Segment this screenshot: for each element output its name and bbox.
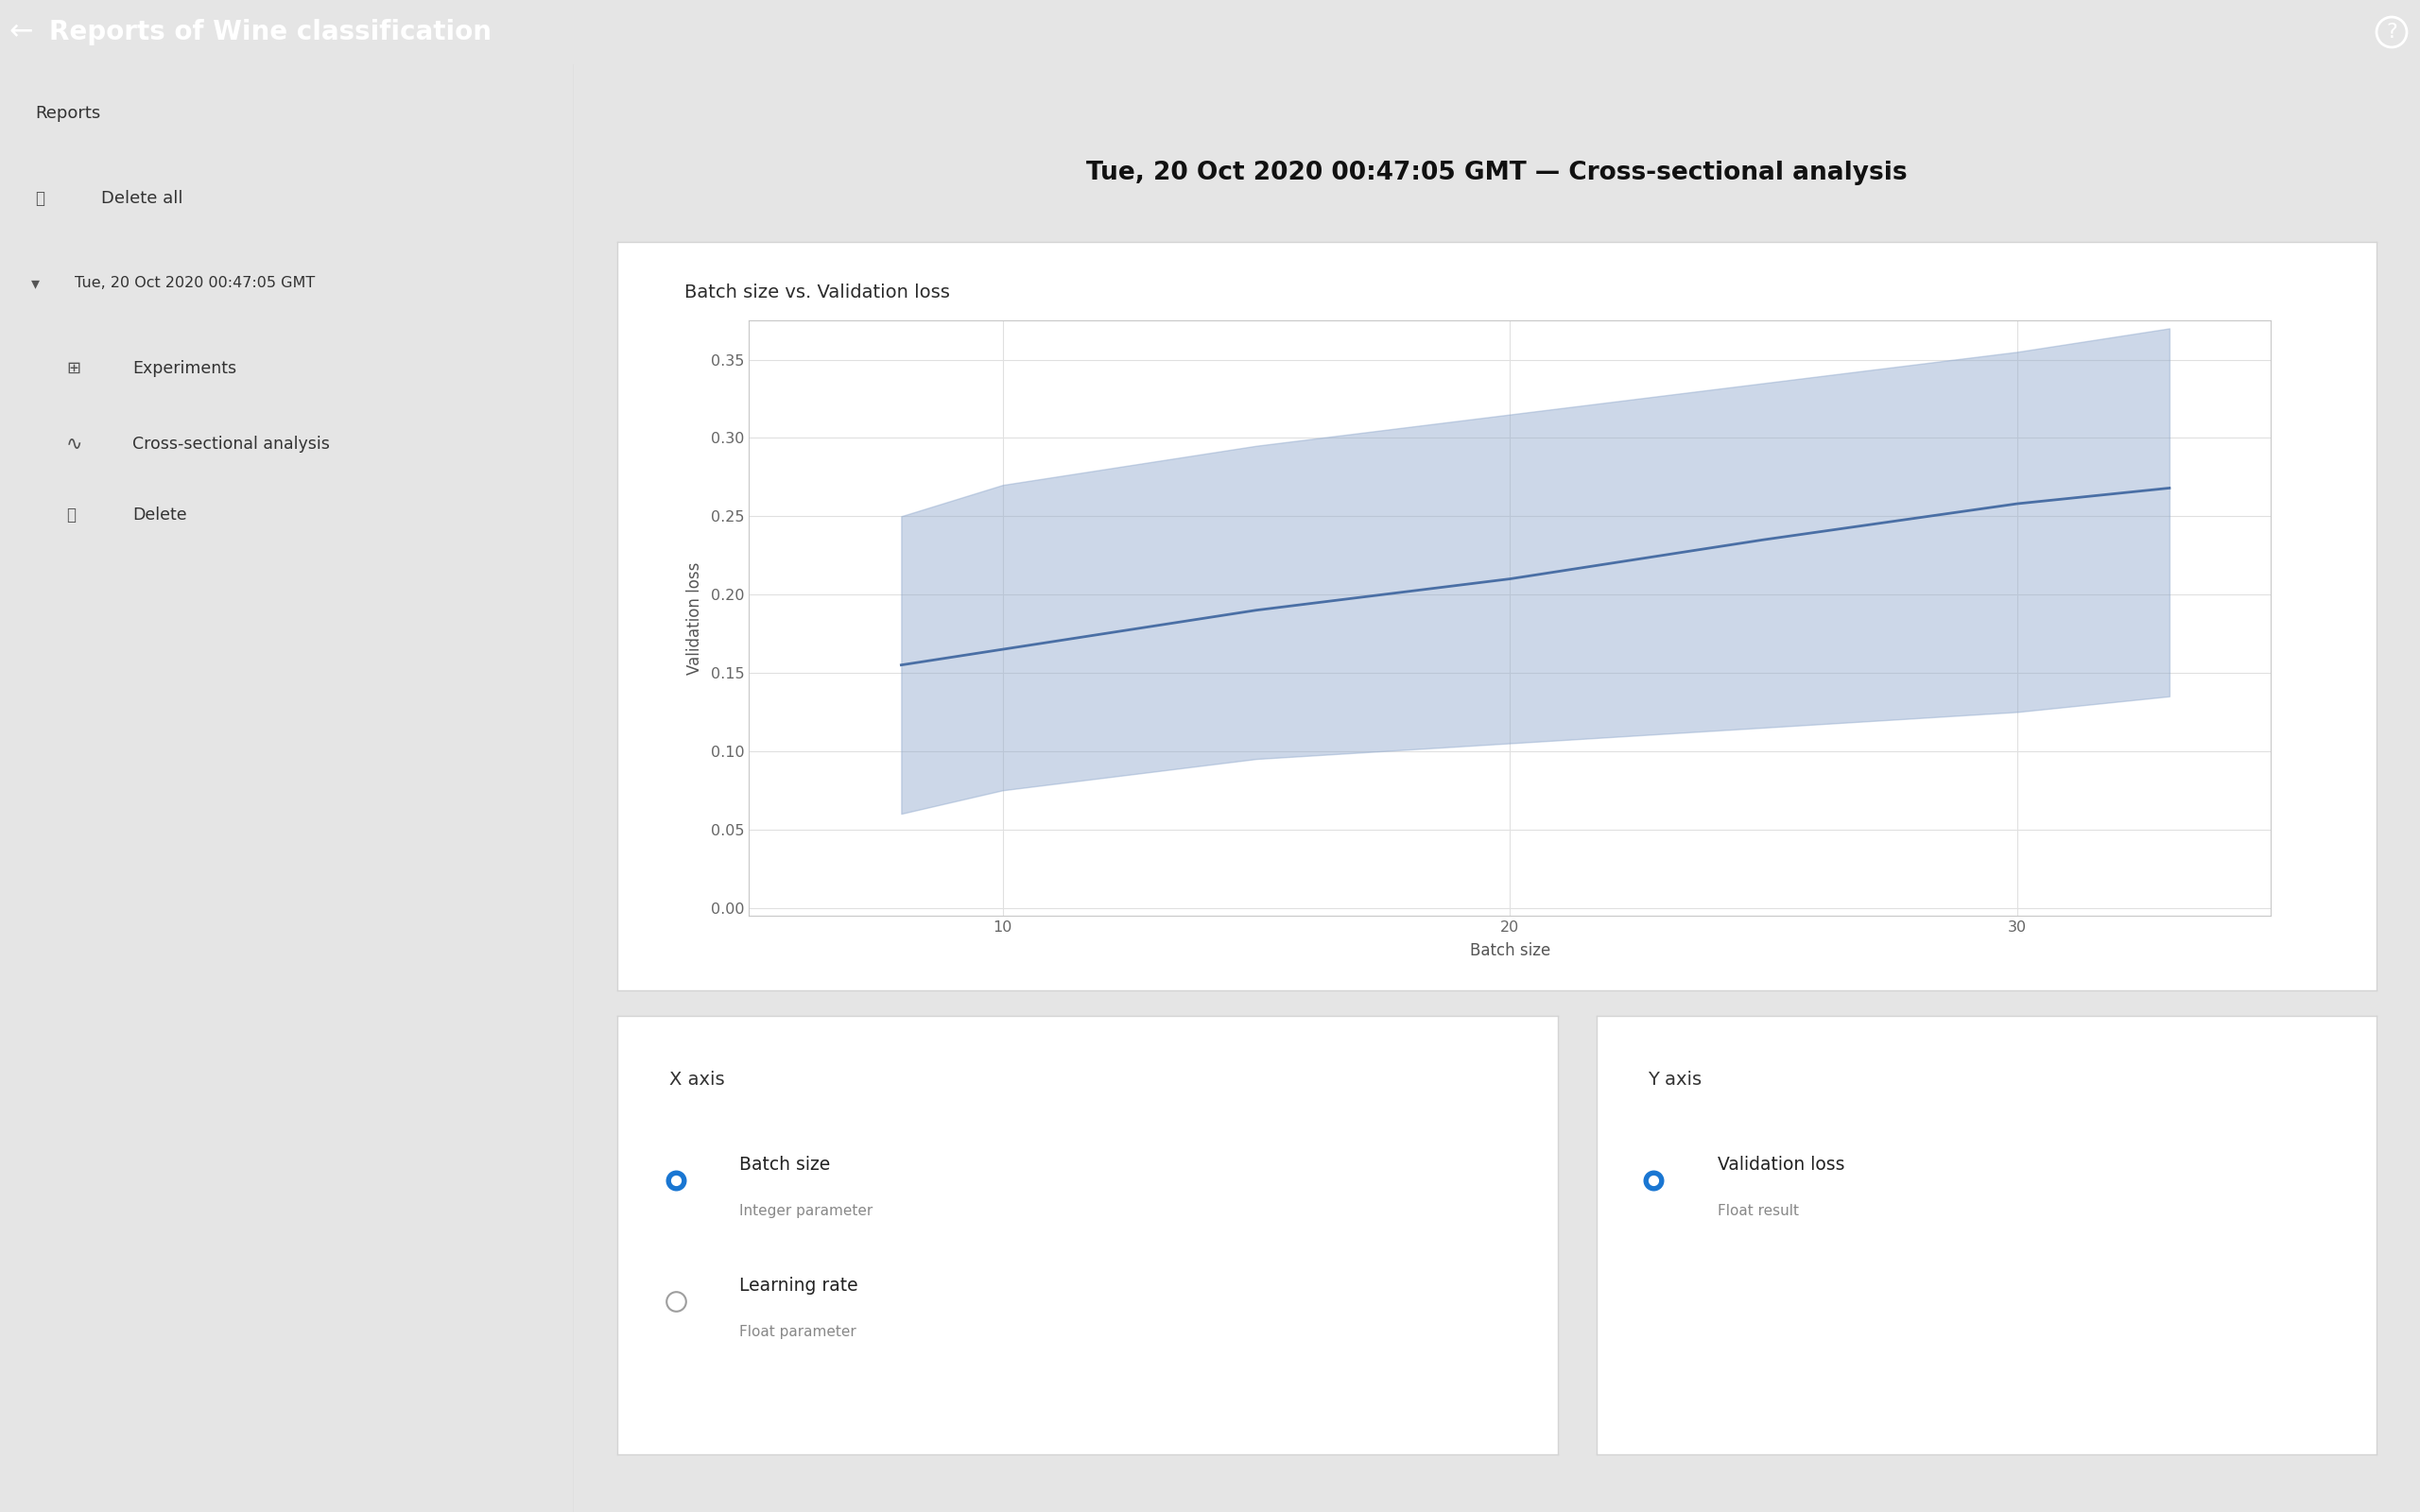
Text: Integer parameter: Integer parameter [741, 1204, 874, 1219]
Point [656, 1169, 695, 1193]
X-axis label: Batch size: Batch size [1469, 942, 1551, 959]
Text: ?: ? [2386, 23, 2398, 41]
Point [656, 1169, 695, 1193]
Text: ←: ← [10, 18, 34, 45]
Text: X axis: X axis [668, 1070, 724, 1089]
Text: Tue, 20 Oct 2020 00:47:05 GMT: Tue, 20 Oct 2020 00:47:05 GMT [75, 277, 315, 290]
Text: ∿: ∿ [65, 435, 82, 454]
Y-axis label: Validation loss: Validation loss [685, 561, 702, 674]
Text: Y axis: Y axis [1648, 1070, 1701, 1089]
Text: Batch size: Batch size [741, 1157, 830, 1175]
Text: Float result: Float result [1718, 1204, 1798, 1219]
Text: Reports of Wine classification: Reports of Wine classification [48, 18, 491, 45]
Text: 🗑: 🗑 [65, 507, 75, 523]
Text: Reports: Reports [36, 104, 102, 122]
Text: Delete: Delete [133, 507, 186, 523]
Text: DOWNLOAD AS...: DOWNLOAD AS... [1118, 257, 1249, 271]
Text: ▾: ▾ [31, 275, 39, 292]
Point [1634, 1169, 1672, 1193]
Text: COPY AS...: COPY AS... [1493, 257, 1573, 271]
Text: Delete all: Delete all [102, 191, 184, 207]
Text: Tue, 20 Oct 2020 00:47:05 GMT — Cross-sectional analysis: Tue, 20 Oct 2020 00:47:05 GMT — Cross-se… [1087, 160, 1907, 184]
Text: 🗑: 🗑 [36, 191, 44, 207]
Text: Cross-sectional analysis: Cross-sectional analysis [133, 435, 329, 452]
Text: Experiments: Experiments [133, 360, 237, 376]
Point [656, 1288, 695, 1312]
Text: Validation loss: Validation loss [1718, 1157, 1844, 1175]
Text: Learning rate: Learning rate [741, 1276, 859, 1294]
Text: Batch size vs. Validation loss: Batch size vs. Validation loss [685, 283, 949, 301]
Text: Float parameter: Float parameter [741, 1325, 857, 1338]
Text: ⊞: ⊞ [65, 360, 80, 376]
Point [1634, 1169, 1672, 1193]
